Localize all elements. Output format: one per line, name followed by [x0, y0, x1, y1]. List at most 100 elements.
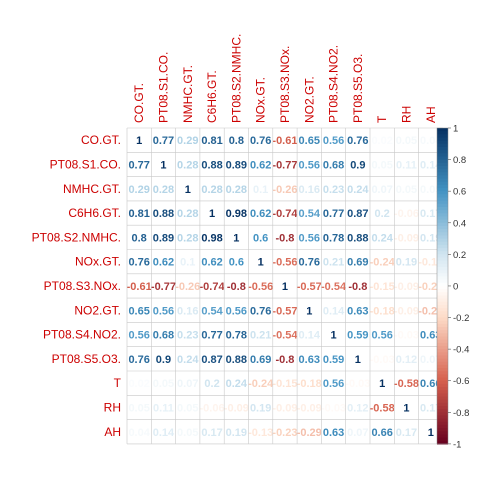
- column-label: NO2.GT.: [302, 76, 316, 123]
- cell-value-label: 1: [209, 208, 215, 220]
- cell-value-label: 0.88: [226, 354, 247, 366]
- heatmap-cell: [175, 128, 200, 153]
- heatmap-cell: [175, 419, 200, 444]
- heatmap-cell: [345, 322, 370, 347]
- colorbar-segment: [437, 222, 448, 227]
- heatmap-cell: [370, 395, 395, 420]
- colorbar-segment: [437, 254, 448, 259]
- colorbar-segment: [437, 194, 448, 199]
- cell-value-label: -0.57: [297, 281, 322, 293]
- cell-value-label: 0.2: [204, 378, 219, 390]
- cell-value-label: 0.63: [420, 330, 441, 342]
- cell-value-label: 0.77: [201, 330, 222, 342]
- heatmap-cell: [127, 152, 152, 177]
- heatmap-cell: [248, 419, 273, 444]
- heatmap-cell: [321, 395, 346, 420]
- colorbar-segment: [437, 273, 448, 278]
- heatmap-cell: [345, 395, 370, 420]
- cell-value-label: 0.63: [299, 354, 320, 366]
- heatmap-cell: [248, 371, 273, 396]
- heatmap-cell: [345, 371, 370, 396]
- colorbar-segment: [437, 383, 448, 388]
- colorbar-segment: [437, 216, 448, 221]
- colorbar-segment: [437, 330, 448, 334]
- cell-value-label: 0.76: [347, 135, 368, 147]
- colorbar-segment: [437, 393, 448, 398]
- colorbar-segment: [437, 276, 448, 281]
- cell-value-label: 0.59: [347, 330, 368, 342]
- cell-value-label: 0.76: [299, 257, 320, 269]
- heatmap-cell: [248, 200, 273, 226]
- heatmap-cell: [272, 273, 298, 299]
- cell-value-label: 0.6: [253, 232, 268, 244]
- colorbar-tick-label: -1: [453, 439, 461, 450]
- colorbar-segment: [437, 200, 448, 205]
- colorbar-segment: [437, 342, 448, 347]
- heatmap-cell: [248, 152, 273, 177]
- cell-value-label: 0.23: [177, 330, 198, 342]
- heatmap-cell: [321, 200, 346, 226]
- colorbar-segment: [437, 266, 448, 271]
- colorbar-segment: [437, 210, 448, 214]
- heatmap-cell: [248, 346, 273, 371]
- heatmap-cell: [224, 225, 249, 250]
- heatmap-cell: [272, 395, 298, 420]
- cell-value-label: 0.69: [347, 257, 368, 269]
- cell-value-label: 0.76: [250, 135, 271, 147]
- heatmap-cell: [127, 322, 152, 347]
- heatmap-cell: [321, 419, 346, 444]
- heatmap-cell: [175, 176, 200, 201]
- heatmap-cell: [297, 371, 322, 396]
- cell-value-label: 0.28: [177, 232, 198, 244]
- cell-value-label: 0.63: [347, 305, 368, 317]
- colorbar-segment: [437, 336, 448, 341]
- colorbar-segment: [437, 437, 448, 442]
- cell-value-label: 1: [306, 305, 312, 317]
- heatmap-cell: [175, 152, 200, 177]
- cell-value-label: 1: [160, 159, 166, 171]
- cell-value-label: 0.12: [347, 402, 368, 414]
- cell-value-label: -0.77: [272, 159, 297, 171]
- heatmap-cell: [224, 200, 249, 226]
- colorbar: 1 0.8 0.6 0.4 0.2 0 -0.2 -0.4 -0.6 -0.8 -1: [436, 124, 469, 450]
- heatmap-cell: [175, 395, 200, 420]
- heatmap-cell: [151, 176, 176, 201]
- colorbar-segment: [437, 380, 448, 385]
- cell-value-label: 1: [330, 330, 336, 342]
- heatmap-cell: [297, 395, 322, 420]
- heatmap-cell: [394, 273, 419, 299]
- colorbar-segment: [437, 431, 448, 436]
- cell-value-label: 0.12: [396, 354, 417, 366]
- heatmap-cell: [345, 152, 370, 177]
- cell-value-label: 0.88: [153, 208, 174, 220]
- cell-value-label: -0.24: [370, 257, 396, 269]
- colorbar-segment: [437, 203, 448, 208]
- cell-value-label: 0.87: [201, 354, 222, 366]
- cell-value-label: 0.07: [371, 184, 392, 196]
- colorbar-segment: [437, 238, 448, 243]
- cell-value-label: -0.57: [272, 305, 297, 317]
- heatmap-cell: [224, 346, 249, 371]
- heatmap-cell: [151, 200, 176, 226]
- column-label: AH: [424, 106, 438, 123]
- colorbar-segment: [437, 188, 448, 192]
- cell-value-label: 0.56: [128, 330, 149, 342]
- heatmap-cell: [248, 298, 273, 323]
- cell-value-label: -0.74: [200, 281, 226, 293]
- heatmap-cell: [321, 152, 346, 177]
- cell-value-label: 1: [185, 184, 191, 196]
- row-label: RH: [104, 400, 121, 414]
- column-label: NOx.GT.: [254, 77, 268, 123]
- colorbar-segment: [437, 418, 448, 423]
- cell-value-label: 1: [355, 354, 361, 366]
- colorbar-segment: [437, 232, 448, 237]
- colorbar-segment: [437, 434, 448, 439]
- cell-value-label: 0.62: [153, 257, 174, 269]
- colorbar-tick-label: -0.4: [453, 345, 469, 356]
- colorbar-tick-label: 0: [453, 281, 458, 292]
- cell-value-label: -0.09: [394, 281, 419, 293]
- colorbar-segment: [437, 402, 448, 407]
- colorbar-segment: [437, 314, 448, 319]
- cell-value-label: 0.28: [201, 184, 222, 196]
- colorbar-tick-label: 0.2: [453, 250, 466, 261]
